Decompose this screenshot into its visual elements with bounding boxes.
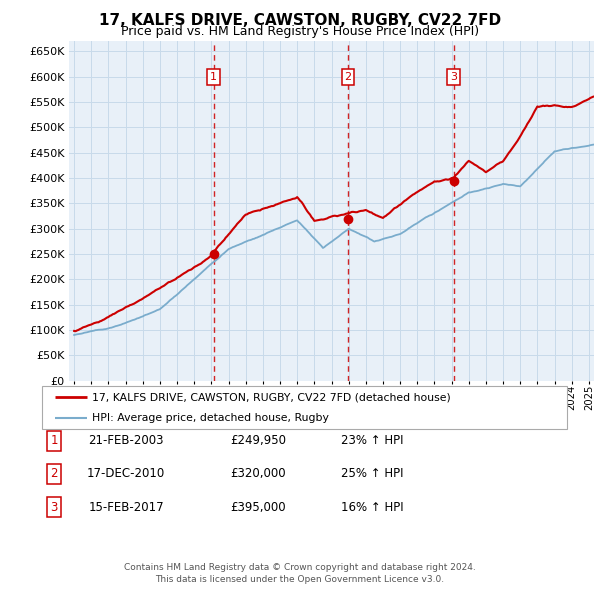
Text: Contains HM Land Registry data © Crown copyright and database right 2024.: Contains HM Land Registry data © Crown c… [124, 563, 476, 572]
Text: 3: 3 [50, 501, 58, 514]
Text: £320,000: £320,000 [230, 467, 286, 480]
Text: £395,000: £395,000 [230, 501, 286, 514]
FancyBboxPatch shape [42, 386, 567, 429]
Text: 2: 2 [50, 467, 58, 480]
Text: 17-DEC-2010: 17-DEC-2010 [87, 467, 165, 480]
Text: This data is licensed under the Open Government Licence v3.0.: This data is licensed under the Open Gov… [155, 575, 445, 584]
Text: 17, KALFS DRIVE, CAWSTON, RUGBY, CV22 7FD (detached house): 17, KALFS DRIVE, CAWSTON, RUGBY, CV22 7F… [92, 392, 451, 402]
Text: Price paid vs. HM Land Registry's House Price Index (HPI): Price paid vs. HM Land Registry's House … [121, 25, 479, 38]
Text: 15-FEB-2017: 15-FEB-2017 [88, 501, 164, 514]
Text: 3: 3 [450, 72, 457, 82]
Text: 1: 1 [210, 72, 217, 82]
Text: 25% ↑ HPI: 25% ↑ HPI [341, 467, 403, 480]
Text: 23% ↑ HPI: 23% ↑ HPI [341, 434, 403, 447]
Text: 21-FEB-2003: 21-FEB-2003 [88, 434, 164, 447]
Text: HPI: Average price, detached house, Rugby: HPI: Average price, detached house, Rugb… [92, 414, 329, 423]
Text: £249,950: £249,950 [230, 434, 286, 447]
Text: 2: 2 [344, 72, 352, 82]
Text: 16% ↑ HPI: 16% ↑ HPI [341, 501, 403, 514]
Text: 17, KALFS DRIVE, CAWSTON, RUGBY, CV22 7FD: 17, KALFS DRIVE, CAWSTON, RUGBY, CV22 7F… [99, 13, 501, 28]
Text: 1: 1 [50, 434, 58, 447]
